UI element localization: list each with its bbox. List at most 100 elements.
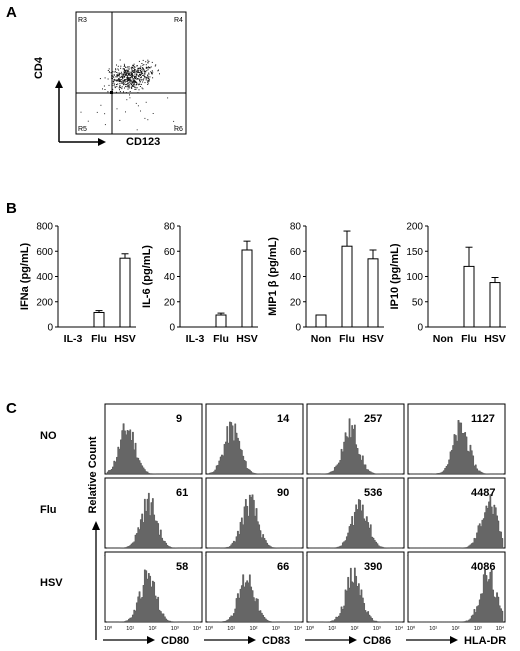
event-dot (133, 84, 135, 86)
decade-tick-label: 10⁴ (294, 625, 303, 632)
event-dot (124, 87, 125, 89)
event-dot (136, 71, 138, 73)
event-dot (122, 77, 123, 78)
event-dot (148, 72, 150, 74)
event-dot (131, 82, 133, 84)
event-dot (122, 75, 124, 77)
event-dot (114, 83, 116, 85)
histogram-distribution (309, 499, 402, 549)
event-dot (124, 80, 126, 82)
event-dot (151, 72, 152, 74)
event-dot (123, 82, 125, 84)
event-dot (123, 77, 125, 78)
event-dot (112, 75, 114, 77)
histogram-no-cd83: 14 (205, 403, 304, 475)
event-dot (116, 75, 118, 77)
event-dot (124, 72, 125, 74)
event-dot (124, 73, 126, 75)
y-tick-label: 80 (164, 222, 176, 233)
category-label: HSV (362, 333, 384, 345)
relative-count-arrow-head (92, 521, 100, 530)
panel-c-ylabel: Relative Count (87, 436, 99, 513)
event-dot (127, 83, 128, 85)
event-dot (139, 83, 141, 85)
event-dot (143, 75, 144, 77)
histogram-flu-hla-dr: 448710⁰10¹10²10³10⁴ (407, 477, 506, 558)
event-dot (137, 70, 139, 72)
y-tick-label: 0 (295, 323, 301, 334)
decade-tick-label: 10² (452, 626, 460, 632)
event-dot (158, 69, 159, 71)
event-dot (122, 73, 124, 75)
event-dot (114, 80, 116, 82)
event-dot (121, 88, 123, 90)
event-dot (152, 113, 154, 114)
event-dot (130, 67, 132, 69)
bar-hsv (119, 257, 131, 328)
panel-a-ylabel: CD4 (33, 56, 45, 79)
event-dot (116, 74, 118, 76)
y-tick-label: 0 (47, 323, 53, 334)
event-dot (127, 81, 129, 83)
event-dot (132, 85, 134, 87)
mfi-value: 1127 (471, 413, 495, 425)
bar-chart-2: 0 20 40 60 80 IL-6 (pg/mL) IL-3 Flu HSV (141, 222, 258, 345)
event-dot (138, 75, 140, 77)
event-dot (117, 75, 119, 77)
quadrant-r4: R4 (174, 17, 183, 24)
quadrant-r3: R3 (78, 17, 87, 24)
event-dot (144, 117, 146, 119)
marker-axis-cd80: CD80 (103, 635, 189, 647)
event-dot (128, 77, 130, 79)
event-dot (116, 86, 118, 88)
event-dot (136, 82, 138, 84)
event-dot (141, 76, 142, 78)
decade-tick-label: 10⁰ (407, 625, 416, 632)
event-dot (125, 111, 126, 113)
event-dot (117, 80, 119, 82)
event-dot (112, 71, 114, 73)
event-dot (125, 79, 127, 80)
y-arrow-head (55, 80, 63, 88)
event-dot (129, 79, 131, 81)
event-dot (128, 86, 130, 88)
event-dot (146, 77, 148, 79)
event-dot (126, 84, 128, 86)
event-dot (111, 88, 113, 90)
event-dot (136, 129, 138, 131)
event-dot (152, 77, 154, 79)
event-dot (123, 66, 125, 67)
event-dot (141, 63, 143, 64)
event-dot (149, 67, 151, 69)
event-dot (128, 72, 130, 74)
event-dot (133, 65, 135, 67)
x-arrow-head (98, 138, 106, 146)
event-dot (147, 77, 149, 79)
bar-flu (463, 265, 475, 328)
event-dot (121, 81, 122, 83)
decade-tick-label: 10³ (474, 626, 482, 632)
event-dot (147, 79, 149, 81)
event-dot (129, 77, 131, 79)
event-dot (143, 73, 145, 75)
event-dot (133, 64, 134, 66)
y-tick-label: 80 (290, 222, 302, 233)
event-dot (143, 78, 145, 80)
panel-a-dotplot: R3 R4 R5 R6 (75, 11, 187, 135)
event-dot (123, 70, 125, 71)
event-dot (120, 87, 122, 89)
marker-arrow-head (349, 636, 357, 644)
event-dot (147, 82, 149, 84)
event-dot (134, 73, 136, 75)
histogram-distribution (410, 569, 504, 623)
event-dot (144, 72, 146, 74)
event-dot (139, 79, 140, 81)
event-dot (135, 84, 137, 86)
event-dot (87, 120, 89, 122)
event-dot (123, 74, 125, 76)
event-dot (113, 82, 115, 84)
event-dot (126, 69, 128, 71)
event-dot (112, 80, 114, 82)
